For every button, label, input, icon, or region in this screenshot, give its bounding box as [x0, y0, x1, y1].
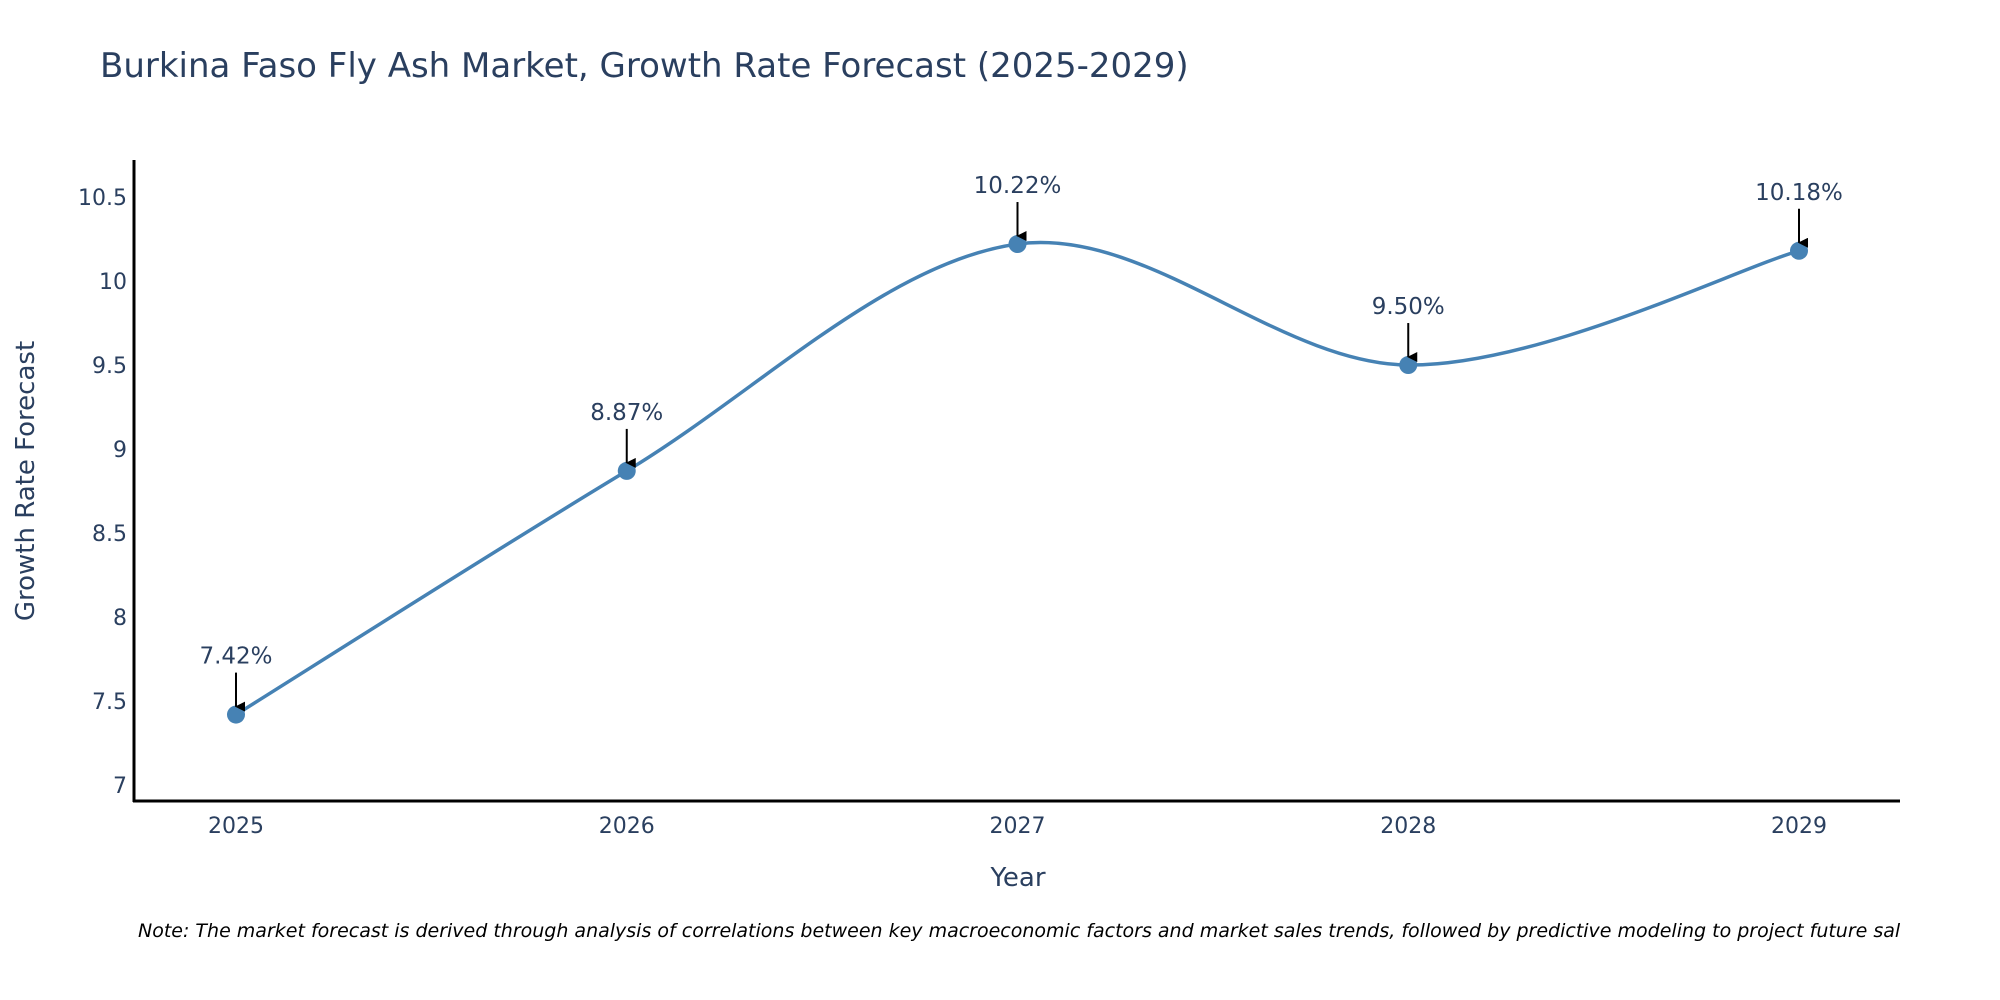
- y-tick-label: 10.5: [78, 186, 127, 211]
- y-tick-labels: 7 7.5 8 8.5 9 9.5 10 10.5: [78, 186, 127, 799]
- y-tick-label: 9.5: [92, 354, 127, 379]
- data-point: [1399, 356, 1418, 375]
- y-tick-label: 7: [113, 774, 127, 799]
- data-points: [227, 235, 1808, 724]
- x-tick-label: 2028: [1380, 814, 1436, 839]
- chart-title: Burkina Faso Fly Ash Market, Growth Rate…: [100, 46, 1189, 86]
- y-tick-label: 8: [113, 606, 127, 631]
- data-label: 8.87%: [590, 400, 663, 426]
- y-tick-label: 8.5: [92, 522, 127, 547]
- data-annotations: 7.42% 8.87% 10.22% 9.50% 10.18%: [199, 173, 1843, 712]
- y-axis-title: Growth Rate Forecast: [11, 341, 41, 621]
- x-tick-labels: 2025 2026 2027 2028 2029: [208, 814, 1827, 839]
- y-tick-label: 10: [99, 270, 127, 295]
- footnote: Note: The market forecast is derived thr…: [138, 920, 1901, 942]
- x-tick-label: 2025: [208, 814, 264, 839]
- x-tick-label: 2029: [1771, 814, 1827, 839]
- data-point: [1790, 241, 1808, 260]
- y-tick-label: 9: [113, 438, 127, 463]
- data-label: 7.42%: [199, 644, 272, 670]
- x-tick-label: 2026: [599, 814, 655, 839]
- y-tick-label: 7.5: [92, 690, 127, 715]
- data-label: 10.22%: [974, 173, 1062, 199]
- x-tick-label: 2027: [990, 814, 1046, 839]
- data-point: [617, 461, 636, 480]
- x-axis-title: Year: [989, 863, 1045, 893]
- data-label: 9.50%: [1372, 294, 1445, 320]
- data-point: [227, 705, 245, 724]
- data-point: [1008, 235, 1027, 254]
- data-label: 10.18%: [1755, 180, 1843, 206]
- series-line: [235, 240, 1800, 717]
